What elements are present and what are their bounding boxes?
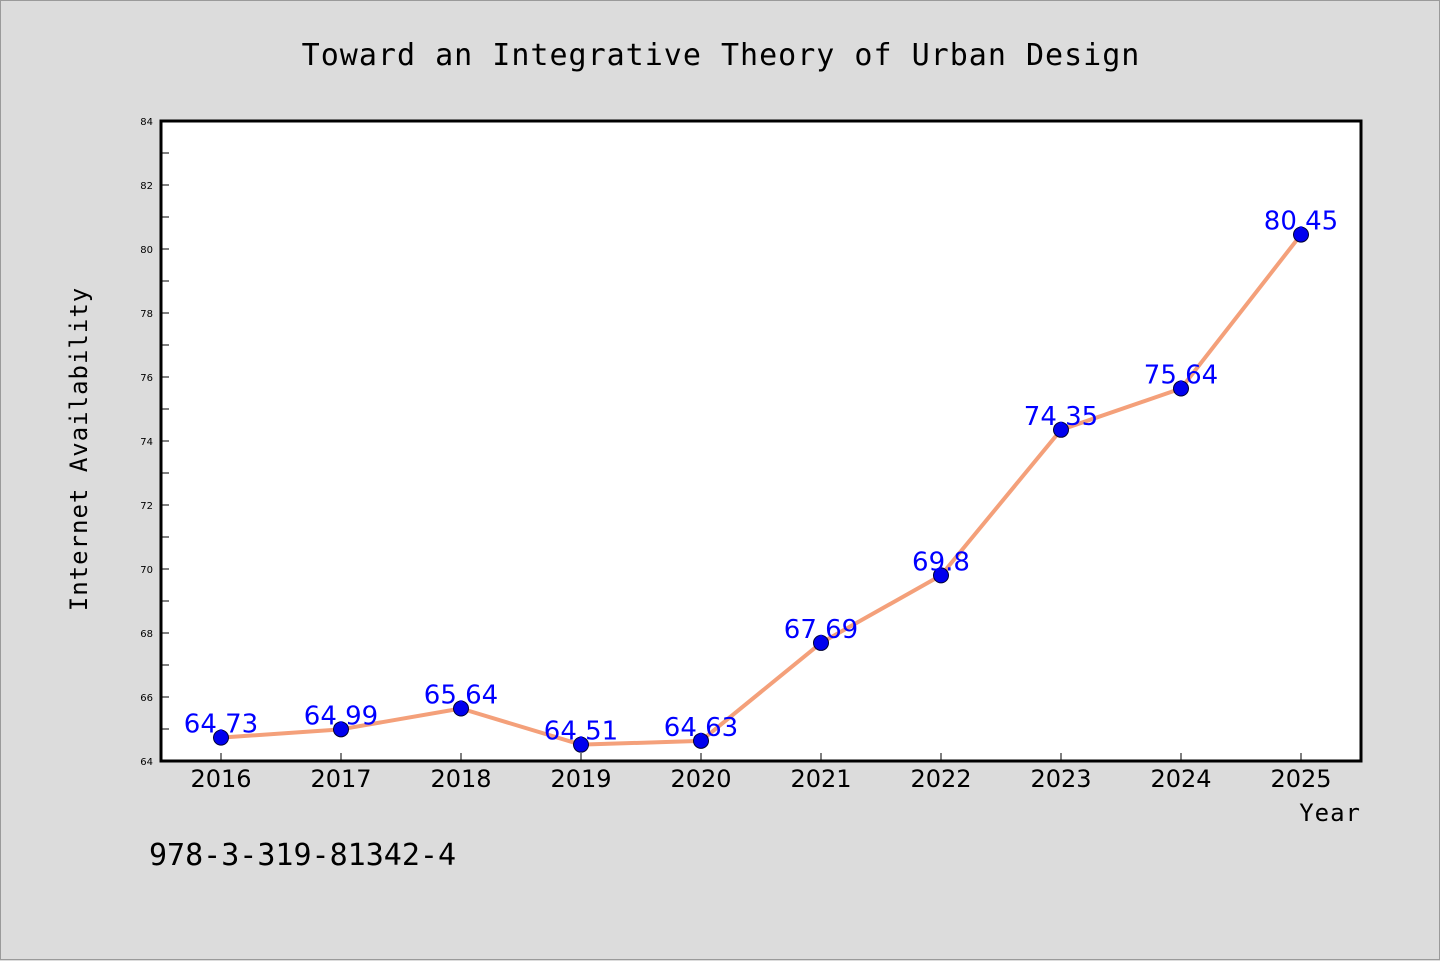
y-tick-label: 82 (140, 181, 153, 192)
x-tick-label: 2016 (190, 765, 251, 793)
data-point-marker (693, 732, 709, 749)
y-tick-label: 64 (140, 757, 153, 768)
data-label: 74.35 (1024, 402, 1098, 432)
y-tick-label: 84 (140, 117, 153, 128)
data-label: 64.99 (304, 701, 378, 731)
data-label: 67.69 (784, 615, 858, 645)
data-point-marker (573, 736, 589, 753)
x-tick-label: 2020 (670, 765, 731, 793)
y-tick-label: 76 (140, 373, 153, 384)
chart-title: Toward an Integrative Theory of Urban De… (302, 38, 1141, 73)
data-label: 65.64 (424, 681, 498, 711)
data-point-marker (1173, 380, 1189, 397)
x-tick-label: 2022 (910, 765, 971, 793)
data-label: 69.8 (912, 547, 970, 577)
data-label: 64.63 (664, 713, 738, 743)
y-tick-label: 78 (140, 309, 153, 320)
data-point-marker (453, 700, 469, 717)
x-tick-label: 2023 (1030, 765, 1091, 793)
x-tick-label: 2025 (1270, 765, 1331, 793)
y-tick-label: 70 (140, 565, 153, 576)
data-label: 75.64 (1144, 361, 1218, 391)
data-label: 64.51 (544, 717, 618, 747)
plot-area (159, 119, 1363, 763)
data-label: 80.45 (1264, 207, 1338, 237)
y-axis-label: Internet Availability (65, 287, 93, 611)
x-axis-label: Year (1299, 799, 1361, 827)
series-line (219, 232, 1303, 747)
x-axis: 2016 2017 2018 2019 2020 2021 2022 2023 2024 2025 (190, 753, 1332, 793)
data-point-marker (933, 567, 949, 584)
data-point-marker (1053, 421, 1069, 438)
y-tick-label: 74 (140, 437, 153, 448)
isbn-text: 978-3-319-81342-4 (149, 838, 456, 873)
x-tick-label: 2024 (1150, 765, 1211, 793)
data-point-marker (333, 721, 349, 738)
x-tick-label: 2018 (430, 765, 491, 793)
series-line-group: 64.73 64.99 65.64 64.51 64.63 67.69 69.8 74.35 7… (184, 207, 1338, 753)
y-tick-label: 66 (140, 693, 153, 704)
x-tick-label: 2017 (310, 765, 371, 793)
y-tick-label: 68 (140, 629, 153, 640)
y-axis: 64 66 68 70 72 74 76 78 80 82 84 (140, 117, 169, 768)
data-point-marker (1293, 226, 1309, 243)
y-tick-label: 72 (140, 501, 153, 512)
data-label: 64.73 (184, 710, 258, 740)
x-tick-label: 2021 (790, 765, 851, 793)
x-tick-label: 2019 (550, 765, 611, 793)
y-tick-label: 80 (140, 245, 153, 256)
data-point-marker (813, 634, 829, 651)
data-point-marker (213, 729, 229, 746)
